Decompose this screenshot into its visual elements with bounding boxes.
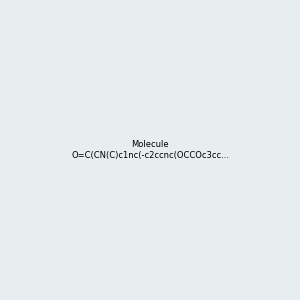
- Text: Molecule
O=C(CN(C)c1nc(-c2ccnc(OCCOc3cc...: Molecule O=C(CN(C)c1nc(-c2ccnc(OCCOc3cc.…: [71, 140, 229, 160]
